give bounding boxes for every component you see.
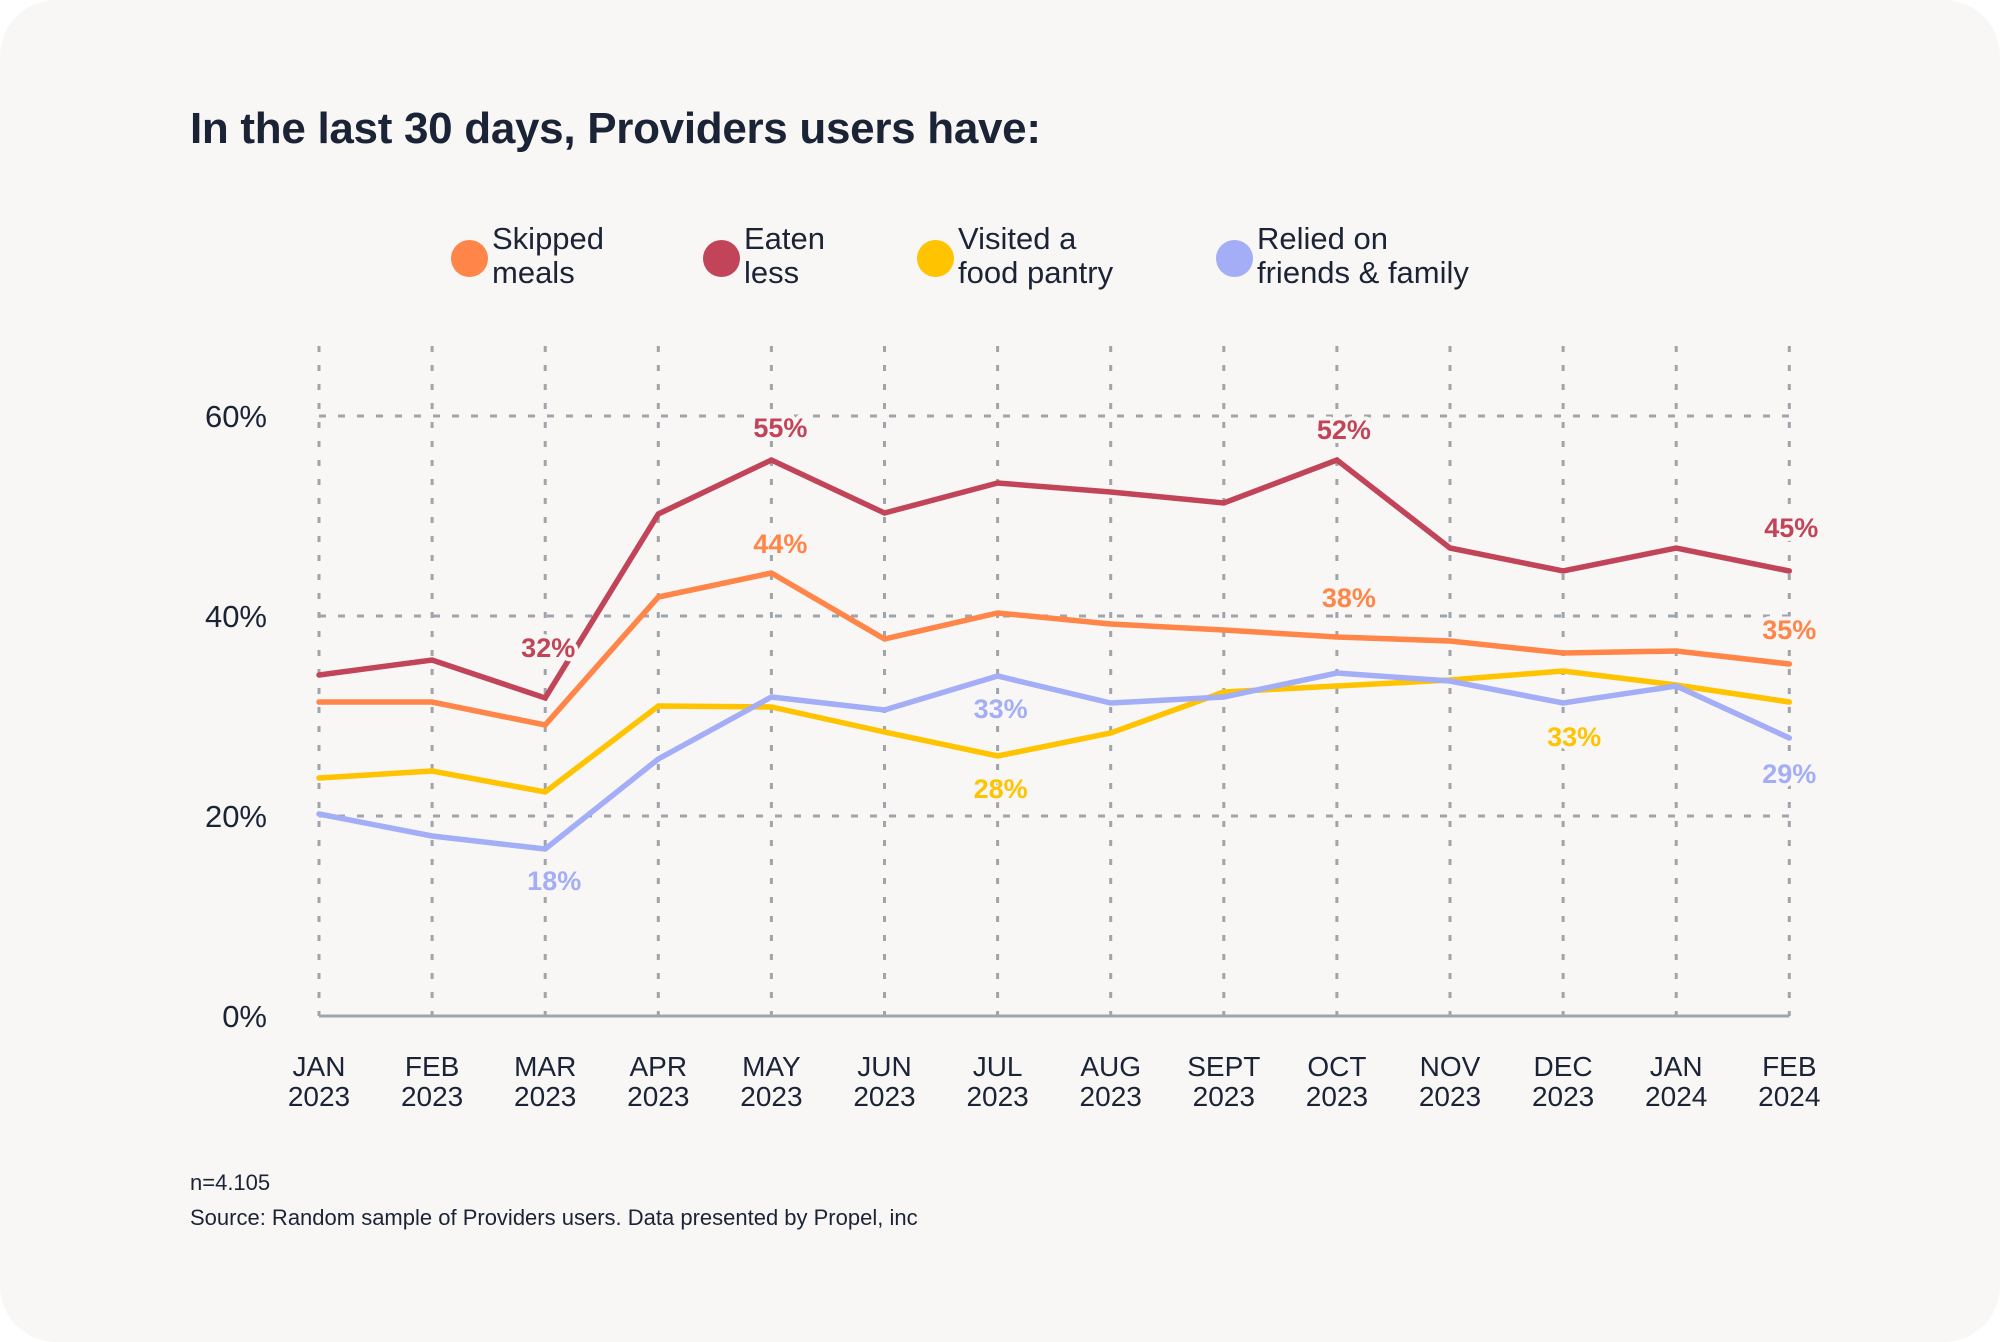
- legend-dot-skipped-meals-icon: [451, 240, 488, 277]
- x-tick-year: 2023: [1419, 1081, 1481, 1112]
- legend-label-eaten-less: Eaten less: [744, 221, 826, 290]
- y-tick-label: 0%: [222, 999, 267, 1034]
- x-tick-month: JUL: [973, 1051, 1023, 1082]
- x-tick-month: JUN: [857, 1051, 911, 1082]
- data-label-food-pantry: 28%: [974, 774, 1028, 804]
- grid-lines: [317, 346, 1791, 1018]
- data-labels: 44% 38% 35% 32% 55% 52% 45% 28% 33% 18% 33% 29%: [517, 409, 1822, 900]
- y-tick-label: 20%: [205, 799, 267, 834]
- x-tick-year: 2023: [853, 1081, 915, 1112]
- x-tick-month: OCT: [1307, 1051, 1366, 1082]
- x-tick-month: DEC: [1534, 1051, 1593, 1082]
- x-tick-year: 2024: [1645, 1081, 1707, 1112]
- x-tick-label: MAY 2023: [740, 1051, 802, 1112]
- x-tick-year: 2023: [1193, 1081, 1255, 1112]
- data-label-eaten-less: 52%: [1317, 415, 1371, 445]
- x-tick-month: FEB: [405, 1051, 459, 1082]
- x-tick-month: JAN: [293, 1051, 346, 1082]
- data-label-skipped-meals: 44%: [753, 529, 807, 559]
- x-tick-year: 2023: [1080, 1081, 1142, 1112]
- data-label-skipped-meals: 38%: [1322, 583, 1376, 613]
- x-tick-label: JAN 2024: [1645, 1051, 1707, 1112]
- data-label-eaten-less: 55%: [753, 413, 807, 443]
- data-label-skipped-meals: 35%: [1762, 615, 1816, 645]
- series-line-skipped-meals: [316, 570, 1793, 729]
- x-tick-year: 2023: [1532, 1081, 1594, 1112]
- y-axis-ticks: 0% 20% 40% 60%: [205, 399, 267, 1034]
- x-tick-month: FEB: [1762, 1051, 1816, 1082]
- x-tick-label: JUN 2023: [853, 1051, 915, 1112]
- series-lines: [316, 456, 1793, 852]
- x-tick-month: JAN: [1650, 1051, 1703, 1082]
- x-tick-label: JUL 2023: [966, 1051, 1028, 1112]
- x-tick-label: NOV 2023: [1419, 1051, 1481, 1112]
- x-tick-year: 2023: [1306, 1081, 1368, 1112]
- x-tick-year: 2023: [627, 1081, 689, 1112]
- x-tick-label: DEC 2023: [1532, 1051, 1594, 1112]
- data-label-eaten-less: 32%: [521, 633, 575, 663]
- x-tick-year: 2024: [1758, 1081, 1820, 1112]
- legend-label-food-pantry: Visited a food pantry: [958, 221, 1114, 290]
- legend-dot-eaten-less-icon: [703, 240, 740, 277]
- data-label-eaten-less: 45%: [1764, 513, 1818, 543]
- x-tick-year: 2023: [514, 1081, 576, 1112]
- chart-title: In the last 30 days, Providers users hav…: [190, 104, 1041, 153]
- x-tick-label: JAN 2023: [288, 1051, 350, 1112]
- x-tick-label: FEB 2023: [401, 1051, 463, 1112]
- x-tick-month: AUG: [1080, 1051, 1141, 1082]
- x-tick-month: MAR: [514, 1051, 576, 1082]
- data-label-friends-family: 33%: [974, 694, 1028, 724]
- x-tick-label: SEPT 2023: [1187, 1051, 1260, 1112]
- source-note: Source: Random sample of Providers users…: [190, 1205, 918, 1230]
- series-line-food-pantry: [316, 668, 1793, 795]
- x-tick-label: APR 2023: [627, 1051, 689, 1112]
- legend-label-skipped-meals: Skipped meals: [492, 221, 605, 290]
- y-tick-label: 40%: [205, 599, 267, 634]
- y-tick-label: 60%: [205, 399, 267, 434]
- legend-dot-friends-family-icon: [1216, 240, 1253, 277]
- x-tick-year: 2023: [401, 1081, 463, 1112]
- x-tick-year: 2023: [288, 1081, 350, 1112]
- x-tick-month: MAY: [742, 1051, 801, 1082]
- sample-size-note: n=4.105: [190, 1170, 271, 1195]
- x-tick-month: APR: [630, 1051, 688, 1082]
- legend-dot-food-pantry-icon: [917, 240, 954, 277]
- series-line-eaten-less: [316, 456, 1793, 702]
- legend-label-friends-family: Relied on friends & family: [1257, 221, 1469, 290]
- data-label-food-pantry: 33%: [1547, 722, 1601, 752]
- series-line-friends-family: [316, 670, 1793, 852]
- data-label-friends-family: 29%: [1762, 759, 1816, 789]
- x-tick-month: NOV: [1420, 1051, 1481, 1082]
- x-tick-month: SEPT: [1187, 1051, 1260, 1082]
- x-tick-label: FEB 2024: [1758, 1051, 1820, 1112]
- data-label-friends-family: 18%: [527, 866, 581, 896]
- x-tick-year: 2023: [740, 1081, 802, 1112]
- x-tick-label: AUG 2023: [1080, 1051, 1142, 1112]
- x-tick-label: OCT 2023: [1306, 1051, 1368, 1112]
- x-tick-year: 2023: [966, 1081, 1028, 1112]
- x-tick-label: MAR 2023: [514, 1051, 576, 1112]
